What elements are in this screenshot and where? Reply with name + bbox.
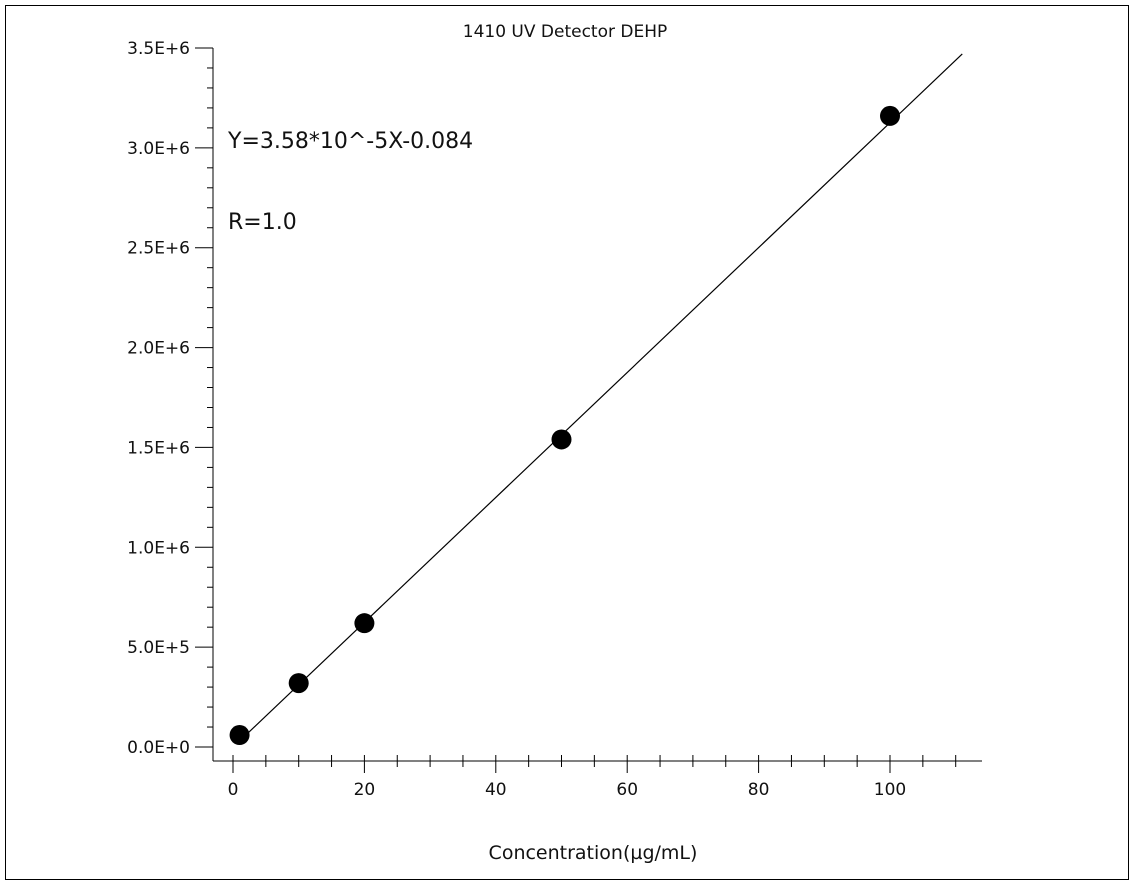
y-tick-label: 2.0E+6 <box>127 339 190 359</box>
y-tick-label: 3.5E+6 <box>127 39 190 59</box>
x-tick-label: 100 <box>874 780 906 800</box>
chart-marks <box>229 53 963 746</box>
x-tick-label: 0 <box>228 780 239 800</box>
y-tick-label: 2.5E+6 <box>127 239 190 259</box>
data-point <box>551 429 572 450</box>
equation-annotation: Y=3.58*10^-5X-0.084 <box>227 129 473 154</box>
y-tick-label: 0.0E+0 <box>127 738 190 758</box>
y-tick-label: 3.0E+6 <box>127 139 190 159</box>
x-tick-label: 60 <box>616 780 638 800</box>
axes: 0.0E+0 5.0E+5 1.0E+6 1.5E+6 2.0E+6 2.5E+6 3.0E… <box>127 39 982 800</box>
data-point <box>288 673 309 694</box>
data-point <box>229 725 250 746</box>
x-axis-label: Concentration(µg/mL) <box>489 842 698 864</box>
r-value-annotation: R=1.0 <box>228 210 297 235</box>
x-tick-label: 40 <box>485 780 507 800</box>
y-tick-label: 5.0E+5 <box>127 638 190 658</box>
x-tick-label: 20 <box>354 780 376 800</box>
y-tick-label: 1.5E+6 <box>127 438 190 458</box>
x-tick-label: 80 <box>748 780 770 800</box>
fit-line <box>239 53 963 742</box>
y-tick-label: 1.0E+6 <box>127 538 190 558</box>
data-point <box>880 105 900 126</box>
data-point <box>354 613 375 634</box>
chart-title: 1410 UV Detector DEHP <box>463 22 668 42</box>
